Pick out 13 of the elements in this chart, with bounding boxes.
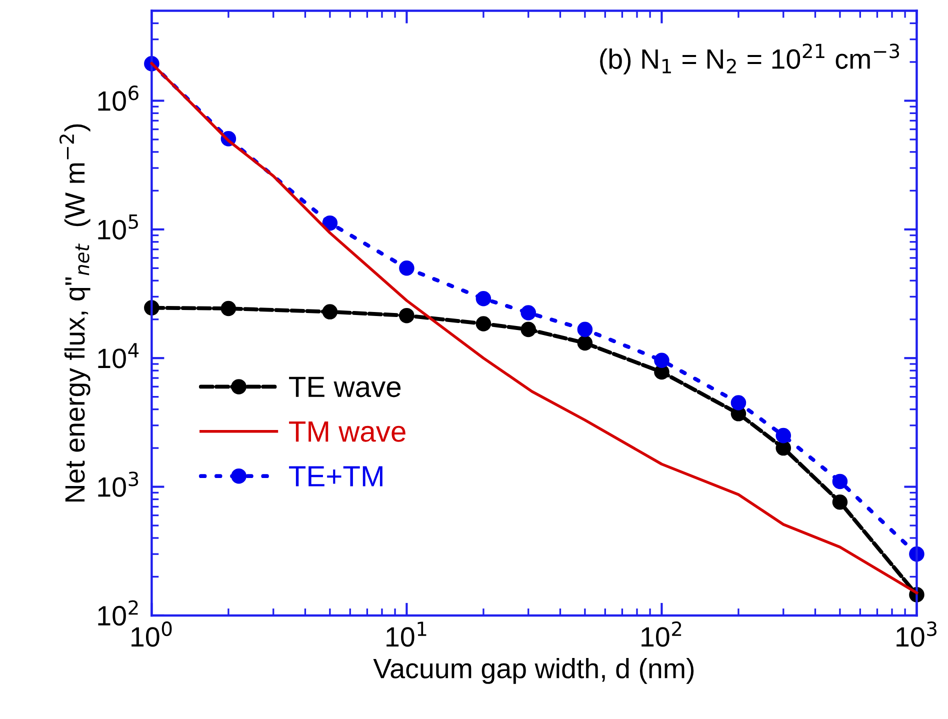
x-tick-label: 10$^{3}$ — [896, 621, 936, 647]
y-tick-label: 10$^{6}$ — [98, 86, 138, 111]
x-axis-title: Vacuum gap width, d (nm) — [373, 658, 694, 684]
legend-label: TM wave — [289, 422, 406, 442]
legend-label: TE+TM — [289, 466, 382, 486]
y-tick-label: 10$^{3}$ — [98, 472, 138, 497]
y-axis-title: Net energy flux, q"$_{net}$ (W m$^{−2}$) — [59, 124, 90, 502]
annotation: (b) N$_{1}$ = N$_{2}$ = 10$^{21}$ cm$^{−3}$ — [600, 44, 900, 74]
legend-label: TE wave — [289, 376, 401, 398]
y-tick-label: 10$^{4}$ — [98, 343, 139, 368]
x-tick-label: 10$^{2}$ — [642, 621, 682, 647]
x-tick-label: 10$^{1}$ — [386, 622, 426, 647]
y-tick-label: 10$^{5}$ — [98, 214, 138, 240]
